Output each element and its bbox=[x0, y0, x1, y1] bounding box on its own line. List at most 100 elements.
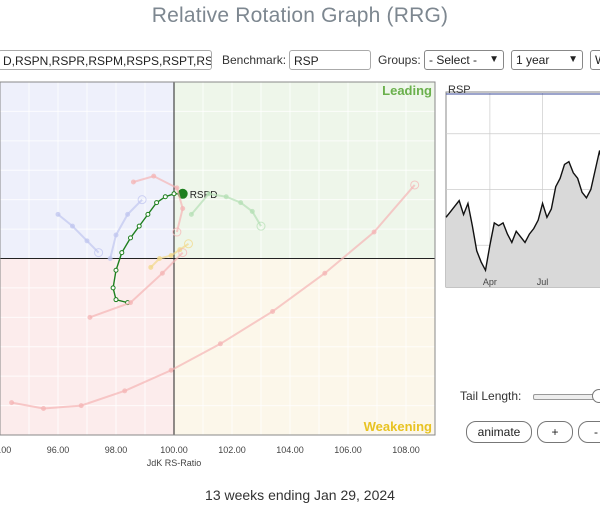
sector-point bbox=[94, 248, 104, 258]
sector-tail bbox=[148, 239, 193, 270]
x-tick-label: 94.00 bbox=[0, 445, 11, 455]
rspd-point bbox=[113, 297, 119, 303]
tail-length-slider-handle[interactable] bbox=[592, 389, 600, 403]
sector-point bbox=[174, 185, 180, 191]
step-back-button[interactable]: - bbox=[578, 421, 600, 443]
groups-select[interactable]: - Select - ▼ bbox=[424, 50, 504, 70]
mini-area bbox=[446, 150, 600, 287]
rspd-point bbox=[128, 235, 133, 241]
sector-line bbox=[57, 213, 100, 254]
sector-point bbox=[206, 191, 212, 197]
sector-point bbox=[148, 264, 154, 270]
sector-point bbox=[322, 270, 328, 276]
sector-point bbox=[70, 223, 75, 229]
page-title: Relative Rotation Graph (RRG) bbox=[151, 4, 449, 27]
benchmark-price-chart: RSP Apr Jul bbox=[445, 84, 600, 288]
benchmark-input[interactable]: RSP bbox=[289, 50, 371, 70]
sector-point bbox=[371, 229, 377, 235]
rspd-point bbox=[145, 211, 151, 217]
sector-tail bbox=[130, 173, 186, 237]
period-select-value: 1 year bbox=[516, 53, 550, 67]
sector-point bbox=[410, 180, 420, 190]
period-select[interactable]: 1 year ▼ bbox=[511, 50, 583, 70]
sector-point bbox=[184, 239, 193, 249]
weakening-label: Weakening bbox=[364, 419, 432, 434]
x-tick-label: 102.00 bbox=[218, 445, 246, 455]
symbols-input[interactable]: D,RSPN,RSPR,RSPM,RSPS,RSPT,RS bbox=[0, 50, 212, 70]
sector-point bbox=[128, 300, 133, 306]
sector-point bbox=[172, 227, 182, 237]
tail-length-label: Tail Length: bbox=[460, 389, 522, 403]
sector-point bbox=[217, 341, 223, 347]
sector-point bbox=[180, 205, 186, 211]
sector-point bbox=[137, 195, 147, 205]
mini-price-line bbox=[445, 150, 600, 273]
sector-tail bbox=[9, 180, 420, 412]
mini-x-tick-label: Apr bbox=[483, 277, 497, 287]
plot-border bbox=[0, 81, 436, 436]
sector-point bbox=[188, 211, 194, 217]
frequency-select-value: W bbox=[595, 53, 600, 67]
rspd-point bbox=[162, 194, 168, 200]
groups-select-value: - Select - bbox=[429, 53, 478, 67]
sector-point bbox=[125, 211, 131, 217]
toolbar: D,RSPN,RSPR,RSPM,RSPS,RSPT,RS Benchmark:… bbox=[0, 50, 600, 72]
period-caption: 13 weeks ending Jan 29, 2024 bbox=[205, 487, 395, 503]
sector-point bbox=[238, 200, 244, 206]
chevron-down-icon: ▼ bbox=[568, 54, 578, 65]
sector-point bbox=[256, 221, 266, 231]
sector-tail bbox=[107, 195, 147, 261]
sector-point bbox=[9, 400, 15, 406]
sector-line bbox=[109, 198, 143, 259]
rspd-point bbox=[171, 191, 177, 197]
step-forward-button[interactable]: + bbox=[537, 421, 573, 443]
sector-point bbox=[178, 248, 188, 258]
x-tick-label: 106.00 bbox=[334, 445, 362, 455]
x-tick-label: 100.00 bbox=[160, 445, 188, 455]
sector-point bbox=[122, 388, 128, 394]
sector-tail bbox=[55, 211, 104, 258]
mini-chart-title: RSP bbox=[448, 84, 471, 96]
x-tick-label: 108.00 bbox=[392, 445, 420, 455]
rspd-point bbox=[136, 223, 142, 229]
sector-point bbox=[159, 270, 165, 276]
x-tick-label: 104.00 bbox=[276, 445, 304, 455]
rspd-point bbox=[113, 267, 119, 273]
sector-point bbox=[249, 208, 255, 214]
tail-length-slider[interactable] bbox=[533, 394, 600, 400]
sector-point bbox=[130, 179, 136, 185]
rspd-point bbox=[119, 250, 125, 256]
leading-label: Leading bbox=[382, 83, 432, 98]
x-tick-label: 96.00 bbox=[47, 445, 70, 455]
sector-point bbox=[41, 406, 46, 412]
sector-line bbox=[89, 251, 184, 319]
sector-point bbox=[107, 256, 113, 261]
sector-point bbox=[55, 211, 61, 217]
rrg-chart: Leading Weakening 94.00 96.00 98.00 100.00 102… bbox=[0, 81, 436, 468]
chevron-down-icon: ▼ bbox=[489, 54, 499, 65]
sector-point bbox=[87, 314, 93, 320]
sector-point bbox=[113, 232, 119, 238]
mini-x-tick-label: Jul bbox=[537, 277, 549, 287]
benchmark-label: Benchmark: bbox=[222, 53, 287, 67]
sector-point bbox=[168, 253, 174, 259]
sector-point bbox=[223, 194, 229, 200]
groups-label: Groups: bbox=[378, 53, 421, 67]
sector-point bbox=[270, 308, 276, 314]
rspd-label: RSPD bbox=[190, 190, 218, 201]
sector-point bbox=[168, 367, 174, 373]
sector-point bbox=[157, 256, 162, 261]
sector-tail bbox=[188, 191, 266, 231]
frequency-select[interactable]: W bbox=[590, 50, 600, 70]
sector-point bbox=[84, 238, 90, 244]
sector-point bbox=[151, 173, 157, 179]
x-axis-label: JdK RS-Ratio bbox=[147, 458, 202, 468]
rspd-point bbox=[154, 200, 160, 206]
sector-point bbox=[78, 403, 84, 409]
sector-line bbox=[190, 192, 262, 227]
x-tick-label: 98.00 bbox=[105, 445, 128, 455]
rspd-point bbox=[110, 285, 116, 291]
sector-tail bbox=[87, 248, 188, 320]
animate-button[interactable]: animate bbox=[466, 421, 532, 443]
sector-line bbox=[11, 184, 416, 410]
